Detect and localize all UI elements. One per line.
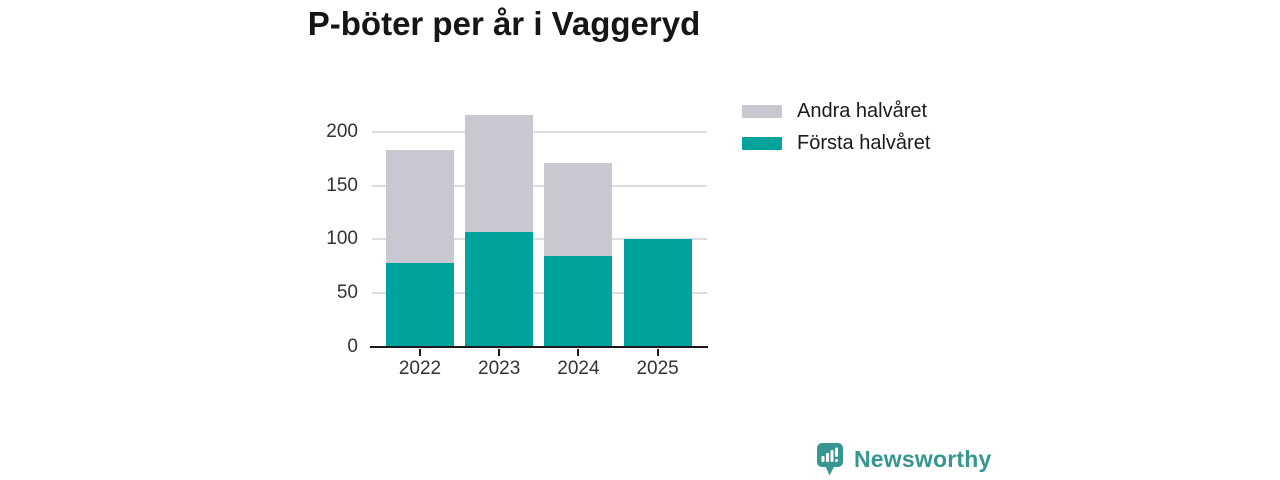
y-axis-tick-label: 100 xyxy=(326,228,358,250)
x-axis-tick xyxy=(577,349,580,356)
y-axis-tick-label: 50 xyxy=(336,281,358,303)
gridline-100 xyxy=(372,238,707,241)
x-axis-tick xyxy=(419,349,421,356)
x-axis-tick-label: 2022 xyxy=(398,358,442,379)
brand-lockup: Newsworthy xyxy=(817,443,991,476)
gridline-200 xyxy=(372,130,707,133)
bar-segment-första-2024 xyxy=(544,256,613,347)
bar-segment-första-2023 xyxy=(465,231,534,347)
legend-item: Första halvåret xyxy=(742,130,930,157)
legend: Andra halvåret Första halvåret xyxy=(742,98,930,157)
bar-segment-andra-2024 xyxy=(544,163,613,257)
speech-bubble-shape xyxy=(817,443,843,476)
legend-label: Andra halvåret xyxy=(797,100,928,122)
x-axis-tick-label: 2025 xyxy=(636,358,679,379)
chart-title: P-böter per år i Vaggeryd xyxy=(307,5,701,42)
brand-name: Newsworthy xyxy=(854,446,992,472)
x-axis-tick-label: 2024 xyxy=(557,358,600,379)
x-axis-line xyxy=(370,345,708,348)
x-axis-tick xyxy=(498,349,501,356)
y-axis-tick-label: 150 xyxy=(326,174,358,196)
y-axis-tick-label: 0 xyxy=(347,335,358,357)
newsworthy-logo-icon xyxy=(817,443,843,476)
y-axis-tick-label: 200 xyxy=(326,120,358,142)
legend-label: Första halvåret xyxy=(797,132,931,154)
x-axis-tick-label: 2023 xyxy=(478,358,521,379)
bar-segment-första-2022 xyxy=(386,262,454,347)
legend-item: Andra halvåret xyxy=(742,98,930,125)
bar-segment-första-2025 xyxy=(623,239,692,347)
gridline-150 xyxy=(372,184,707,187)
bar-segment-andra-2022 xyxy=(386,150,454,263)
bar-segment-andra-2023 xyxy=(465,114,534,232)
gridline-50 xyxy=(372,291,707,294)
x-axis-tick xyxy=(656,349,659,356)
legend-swatch xyxy=(742,105,782,118)
mini-bar-chart-glyph xyxy=(821,447,838,462)
legend-swatch xyxy=(742,137,782,150)
